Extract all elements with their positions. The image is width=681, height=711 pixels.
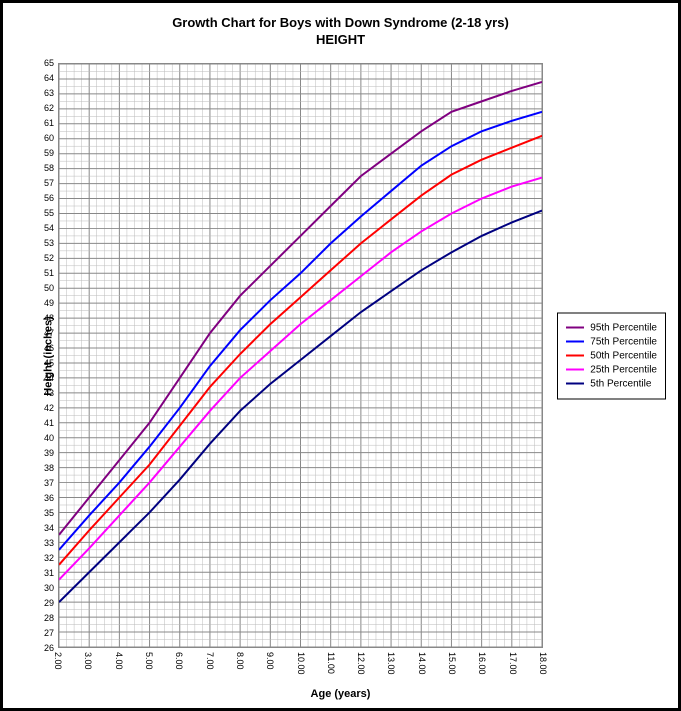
legend-label: 25th Percentile <box>590 364 657 375</box>
x-tick-label: 13.00 <box>386 652 396 675</box>
legend-label: 5th Percentile <box>590 378 651 389</box>
legend-item: 75th Percentile <box>566 336 657 347</box>
y-tick-label: 36 <box>44 493 54 503</box>
y-tick-label: 65 <box>44 58 54 68</box>
x-tick-label: 15.00 <box>447 652 457 675</box>
x-tick-label: 8.00 <box>235 652 245 670</box>
x-tick-label: 4.00 <box>114 652 124 670</box>
y-tick-label: 62 <box>44 103 54 113</box>
legend-label: 50th Percentile <box>590 350 657 361</box>
gridlines <box>59 64 542 647</box>
y-tick-label: 34 <box>44 523 54 533</box>
y-tick-label: 33 <box>44 538 54 548</box>
y-tick-label: 55 <box>44 208 54 218</box>
y-tick-label: 63 <box>44 88 54 98</box>
y-tick-label: 31 <box>44 568 54 578</box>
x-tick-label: 10.00 <box>296 652 306 675</box>
y-tick-label: 30 <box>44 583 54 593</box>
legend-swatch <box>566 327 584 329</box>
legend-swatch <box>566 383 584 385</box>
x-tick-label: 18.00 <box>538 652 548 675</box>
legend-swatch <box>566 369 584 371</box>
y-tick-label: 44 <box>44 373 54 383</box>
y-tick-label: 50 <box>44 283 54 293</box>
y-tick-label: 39 <box>44 448 54 458</box>
legend-item: 95th Percentile <box>566 322 657 333</box>
x-tick-label: 7.00 <box>205 652 215 670</box>
y-tick-label: 47 <box>44 328 54 338</box>
y-tick-label: 60 <box>44 133 54 143</box>
y-tick-label: 38 <box>44 463 54 473</box>
y-tick-label: 61 <box>44 118 54 128</box>
x-tick-label: 16.00 <box>477 652 487 675</box>
x-tick-label: 17.00 <box>508 652 518 675</box>
y-tick-label: 51 <box>44 268 54 278</box>
title-line2: HEIGHT <box>3 32 678 47</box>
y-tick-label: 40 <box>44 433 54 443</box>
y-tick-label: 35 <box>44 508 54 518</box>
y-tick-label: 41 <box>44 418 54 428</box>
chart-title: Growth Chart for Boys with Down Syndrome… <box>3 15 678 47</box>
y-tick-label: 53 <box>44 238 54 248</box>
y-tick-label: 42 <box>44 403 54 413</box>
y-tick-label: 52 <box>44 253 54 263</box>
x-tick-label: 2.00 <box>53 652 63 670</box>
x-tick-label: 5.00 <box>144 652 154 670</box>
y-tick-label: 48 <box>44 313 54 323</box>
chart-container: Growth Chart for Boys with Down Syndrome… <box>0 0 681 711</box>
legend: 95th Percentile 75th Percentile 50th Perce… <box>557 312 666 399</box>
y-tick-label: 59 <box>44 148 54 158</box>
y-tick-label: 49 <box>44 298 54 308</box>
x-tick-label: 11.00 <box>326 652 336 674</box>
y-tick-label: 58 <box>44 163 54 173</box>
x-tick-label: 14.00 <box>417 652 427 675</box>
x-axis-label: Age (years) <box>3 688 678 700</box>
y-tick-label: 28 <box>44 613 54 623</box>
legend-item: 25th Percentile <box>566 364 657 375</box>
y-tick-label: 64 <box>44 73 54 83</box>
y-tick-label: 57 <box>44 178 54 188</box>
legend-swatch <box>566 355 584 357</box>
x-tick-label: 3.00 <box>83 652 93 670</box>
plot-area: 2627282930313233343536373839404142434445… <box>58 63 543 648</box>
y-tick-label: 56 <box>44 193 54 203</box>
y-tick-label: 54 <box>44 223 54 233</box>
x-tick-label: 6.00 <box>174 652 184 670</box>
y-tick-label: 27 <box>44 628 54 638</box>
legend-item: 50th Percentile <box>566 350 657 361</box>
legend-label: 75th Percentile <box>590 336 657 347</box>
legend-item: 5th Percentile <box>566 378 657 389</box>
y-tick-label: 32 <box>44 553 54 563</box>
x-tick-label: 12.00 <box>356 652 366 675</box>
y-tick-label: 29 <box>44 598 54 608</box>
title-line1: Growth Chart for Boys with Down Syndrome… <box>3 15 678 30</box>
legend-label: 95th Percentile <box>590 322 657 333</box>
y-tick-label: 45 <box>44 358 54 368</box>
legend-swatch <box>566 341 584 343</box>
y-tick-label: 46 <box>44 343 54 353</box>
plot-svg <box>58 63 543 648</box>
y-tick-label: 37 <box>44 478 54 488</box>
x-tick-label: 9.00 <box>265 652 275 670</box>
y-tick-label: 43 <box>44 388 54 398</box>
